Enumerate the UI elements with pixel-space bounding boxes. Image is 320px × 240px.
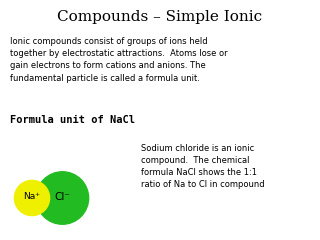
Text: Cl⁻: Cl⁻	[54, 192, 70, 202]
Text: Formula unit of NaCl: Formula unit of NaCl	[10, 115, 135, 125]
Text: Compounds – Simple Ionic: Compounds – Simple Ionic	[57, 10, 263, 24]
Ellipse shape	[36, 172, 89, 224]
Ellipse shape	[14, 180, 50, 216]
Text: Na⁺: Na⁺	[23, 192, 41, 201]
Text: Sodium chloride is an ionic
compound.  The chemical
formula NaCl shows the 1:1
r: Sodium chloride is an ionic compound. Th…	[141, 144, 264, 189]
Text: Ionic compounds consist of groups of ions held
together by electrostatic attract: Ionic compounds consist of groups of ion…	[10, 37, 227, 83]
